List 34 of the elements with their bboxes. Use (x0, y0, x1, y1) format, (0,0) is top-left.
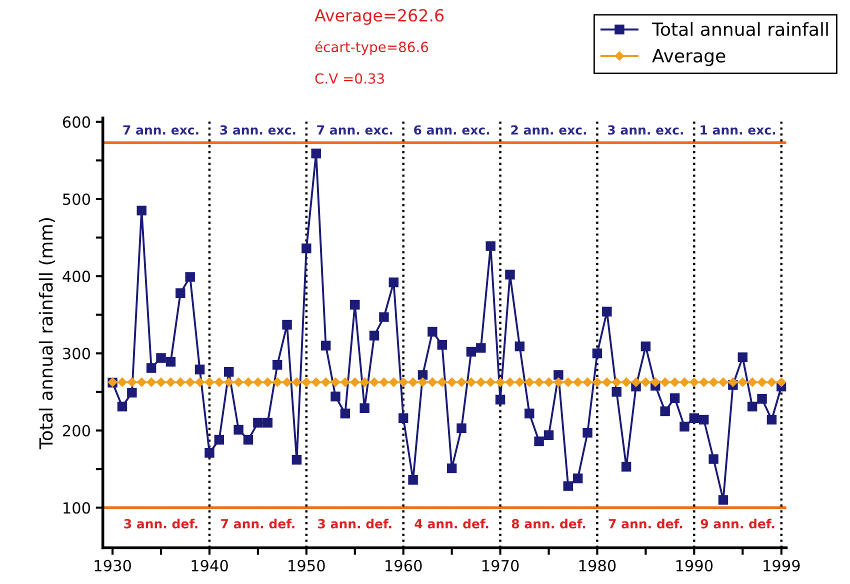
annotation: 7 ann. exc. (123, 125, 198, 135)
legend-label: Total annual rainfall (652, 22, 828, 36)
annotation: 3 ann. def. (124, 518, 198, 528)
x-tick-label: 1960 (386, 560, 422, 572)
annotation: 3 ann. exc. (608, 125, 683, 135)
annotation: 8 ann. def. (512, 518, 586, 528)
x-tick-label: 1999 (764, 560, 800, 572)
annotation: 2 ann. exc. (511, 125, 586, 135)
x-tick-label: 1980 (579, 560, 616, 572)
y-axis-title: Total annual rainfall (mm) (38, 218, 55, 450)
x-tick-label: 1940 (192, 560, 228, 572)
annotation: 7 ann. exc. (317, 125, 392, 135)
y-tick-label: 300 (63, 348, 90, 360)
legend-label: Average (652, 49, 726, 66)
text: écart-type=86.6 (315, 40, 428, 55)
annotation: 9 ann. def. (700, 518, 774, 528)
x-tick-label: 1930 (94, 560, 131, 572)
annotation: 4 ann. def. (414, 518, 488, 528)
x-tick-label: 1990 (676, 560, 713, 572)
annotation: 6 ann. exc. (414, 125, 490, 135)
y-tick-label: 400 (62, 270, 90, 282)
text: Average=262.6 (314, 9, 444, 25)
annotation: 3 ann. exc. (220, 125, 296, 135)
y-tick-label: 200 (63, 424, 90, 437)
x-tick-label: 1970 (482, 560, 519, 572)
y-tick-label: 500 (63, 193, 90, 206)
annotation: 3 ann. def. (318, 518, 392, 528)
annotation: 1 ann. exc. (700, 125, 776, 135)
y-tick-label: 600 (62, 116, 90, 128)
annotation: 7 ann. def. (221, 518, 294, 528)
x-tick-label: 1950 (288, 560, 325, 572)
y-tick-label: 100 (64, 502, 90, 514)
annotation: 7 ann. def. (608, 518, 682, 528)
text: C.V =0.33 (315, 73, 384, 84)
